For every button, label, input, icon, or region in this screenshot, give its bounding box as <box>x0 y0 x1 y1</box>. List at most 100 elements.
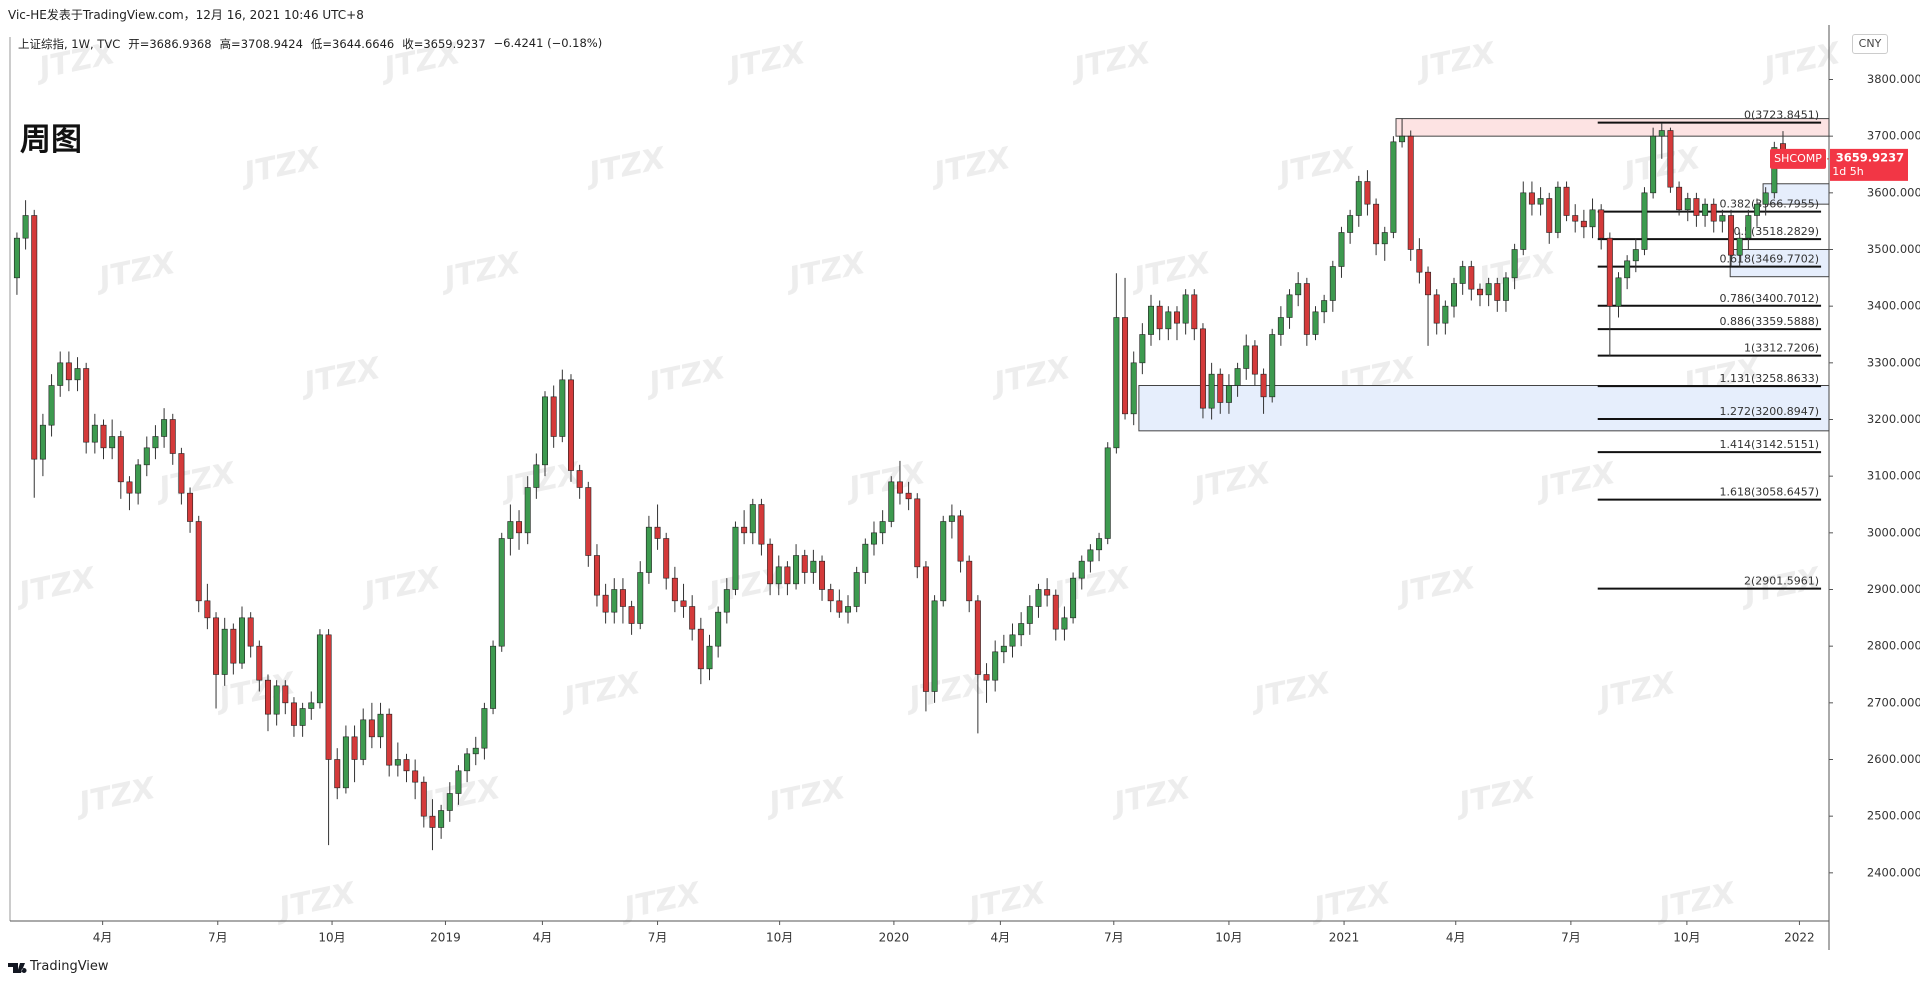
candle-body <box>1312 311 1319 335</box>
watermark: JTZX <box>556 666 645 718</box>
candle-body <box>767 543 774 585</box>
watermark: JTZX <box>11 561 100 613</box>
candle-body <box>905 492 912 500</box>
fib-label: 1.618(3058.6457) <box>1720 486 1820 499</box>
candle-body <box>1035 589 1042 607</box>
high: 高=3708.9424 <box>219 37 303 51</box>
candle-body <box>1165 311 1172 330</box>
watermark: JTZX <box>616 876 705 928</box>
candle-body <box>870 532 877 545</box>
change: −6.4241 (−0.18%) <box>493 36 603 50</box>
candle-body <box>507 521 514 539</box>
candle-body <box>31 215 38 460</box>
footer-brand: TradingView <box>30 959 109 974</box>
fib-label: 1.272(3200.8947) <box>1720 405 1820 418</box>
candle-body <box>1442 305 1449 324</box>
x-tick-label: 4月 <box>93 931 113 945</box>
candle-body <box>1554 186 1561 233</box>
candle-body <box>1199 328 1206 409</box>
candle-body <box>550 396 557 437</box>
watermark: JTZX <box>271 876 360 928</box>
candle-body <box>1676 186 1683 211</box>
candle-body <box>602 594 609 613</box>
candle-body <box>1658 130 1665 137</box>
countdown-label: 1d 5h <box>1832 165 1863 178</box>
candle-body <box>126 481 133 494</box>
candle-body <box>161 419 168 437</box>
candle-body <box>152 436 159 449</box>
x-tick-label: 2021 <box>1329 931 1360 945</box>
candle-body <box>403 759 410 772</box>
candle-body <box>1269 334 1276 398</box>
candle-body <box>1182 294 1189 324</box>
candle-body <box>888 481 895 522</box>
candle-body <box>593 555 600 596</box>
candle-body <box>1026 606 1033 624</box>
x-tick-label: 10月 <box>318 931 345 945</box>
candle-body <box>1520 192 1527 250</box>
watermark: JTZX <box>356 561 445 613</box>
y-tick-label: 3400.0000 <box>1867 299 1920 313</box>
candle-body <box>1425 271 1432 296</box>
candle-body <box>1148 305 1154 335</box>
candle-body <box>836 600 843 613</box>
y-tick-label: 3500.0000 <box>1867 242 1920 256</box>
x-tick-label: 10月 <box>766 931 793 945</box>
candle-body <box>914 498 921 568</box>
watermark: JTZX <box>1616 141 1705 193</box>
candle-body <box>178 453 185 494</box>
currency-button[interactable]: CNY <box>1852 34 1888 54</box>
candle-body <box>135 464 142 494</box>
candle-body <box>1580 220 1587 228</box>
publish-header: Vic-HE发表于TradingView.com，12月 16, 2021 10… <box>8 8 364 22</box>
zone <box>1729 249 1830 278</box>
candle-body <box>749 504 756 534</box>
ticker-tag <box>1770 148 1826 169</box>
candle-body <box>1087 549 1094 562</box>
watermark: JTZX <box>1066 36 1155 88</box>
y-tick-label: 3700.0000 <box>1867 129 1920 143</box>
y-tick-label: 3800.0000 <box>1867 72 1920 86</box>
candle-body <box>671 577 678 602</box>
candle-body <box>239 617 245 664</box>
candle-body <box>1624 260 1631 279</box>
candle-body <box>1173 311 1180 324</box>
candle-body <box>290 702 297 726</box>
candle-body <box>723 589 730 613</box>
candle-body <box>1754 203 1760 216</box>
fib-label: 0.886(3359.5888) <box>1720 315 1820 328</box>
candle-body <box>957 515 964 562</box>
watermark: JTZX <box>1106 771 1195 823</box>
candle-body <box>221 628 228 675</box>
candle-body <box>1563 186 1570 216</box>
candle-body <box>1052 594 1059 630</box>
candle-body <box>256 645 263 681</box>
candle-body <box>775 566 782 585</box>
symbol: 上证综指, 1W, TVC <box>18 37 121 51</box>
candle-body <box>83 368 90 443</box>
open: 开=3686.9368 <box>128 37 212 51</box>
candle-body <box>1321 300 1328 313</box>
candle-body <box>213 617 220 675</box>
candle-body <box>1251 345 1258 375</box>
candle-body <box>490 645 497 709</box>
candle-body <box>273 685 280 715</box>
candle-body <box>1745 215 1752 239</box>
candle-body <box>1719 215 1726 222</box>
candle-body <box>386 713 393 766</box>
watermark: JTZX <box>761 771 850 823</box>
x-tick-label: 4月 <box>1446 931 1466 945</box>
watermark: JTZX <box>436 246 525 298</box>
candle-body <box>264 679 271 715</box>
candle-body <box>1061 617 1068 630</box>
fib-label: 0(3723.8451) <box>1744 109 1819 122</box>
candle-body <box>1476 288 1483 296</box>
candle-body <box>446 793 453 811</box>
candle-body <box>57 362 64 386</box>
fib-label: 1.131(3258.8633) <box>1720 372 1820 385</box>
x-tick-label: 2022 <box>1784 931 1815 945</box>
watermark: JTZX <box>1651 876 1740 928</box>
watermark: JTZX <box>236 141 325 193</box>
candle-body <box>948 515 955 522</box>
